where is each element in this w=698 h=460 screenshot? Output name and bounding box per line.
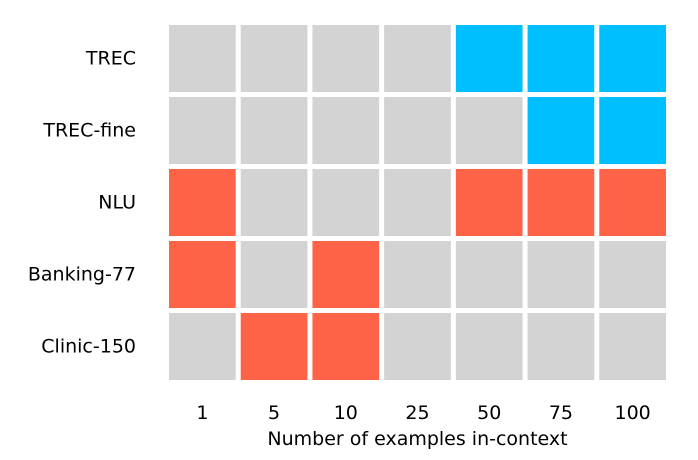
heatmap-cells — [169, 25, 666, 380]
heatmap-cell-nlu-1 — [169, 169, 236, 236]
heatmap-cell-banking-77-50 — [455, 241, 523, 308]
heatmap-cell-banking-77-25 — [384, 241, 451, 308]
column-label-100: 100 — [615, 402, 651, 424]
heatmap-cell-trec-fine-100 — [599, 97, 666, 164]
column-label-1: 1 — [196, 402, 208, 424]
heatmap-cell-nlu-100 — [599, 169, 666, 236]
heatmap-cell-trec-fine-1 — [169, 97, 236, 164]
row-labels: TREC TREC-fine NLU Banking-77 Clinic-150 — [28, 48, 136, 358]
heatmap-cell-nlu-5 — [240, 169, 308, 236]
heatmap-cell-trec-fine-5 — [240, 97, 308, 164]
row-label-trec: TREC — [85, 48, 136, 70]
row-label-banking-77: Banking-77 — [28, 264, 136, 286]
heatmap-cell-banking-77-5 — [240, 241, 308, 308]
heatmap-cell-nlu-25 — [384, 169, 451, 236]
heatmap-cell-trec-fine-50 — [455, 97, 523, 164]
heatmap-cell-trec-10 — [312, 25, 380, 92]
heatmap-cell-trec-25 — [384, 25, 451, 92]
row-label-trec-fine: TREC-fine — [42, 120, 136, 142]
heatmap-cell-banking-77-1 — [169, 241, 236, 308]
column-label-5: 5 — [268, 402, 280, 424]
column-label-50: 50 — [477, 402, 501, 424]
heatmap-cell-banking-77-100 — [599, 241, 666, 308]
heatmap-cell-trec-fine-25 — [384, 97, 451, 164]
heatmap-cell-nlu-50 — [455, 169, 523, 236]
heatmap-cell-clinic-150-100 — [599, 313, 666, 380]
heatmap-cell-nlu-75 — [527, 169, 595, 236]
heatmap-cell-trec-1 — [169, 25, 236, 92]
heatmap-cell-clinic-150-5 — [240, 313, 308, 380]
heatmap-cell-trec-5 — [240, 25, 308, 92]
heatmap-cell-trec-fine-10 — [312, 97, 380, 164]
column-label-25: 25 — [405, 402, 429, 424]
heatmap-cell-banking-77-10 — [312, 241, 380, 308]
column-labels: 1 5 10 25 50 75 100 — [196, 402, 650, 424]
heatmap-cell-clinic-150-50 — [455, 313, 523, 380]
column-label-10: 10 — [334, 402, 358, 424]
heatmap-cell-clinic-150-1 — [169, 313, 236, 380]
heatmap-cell-clinic-150-75 — [527, 313, 595, 380]
row-label-clinic-150: Clinic-150 — [41, 336, 136, 358]
heatmap-cell-trec-75 — [527, 25, 595, 92]
heatmap-cell-nlu-10 — [312, 169, 380, 236]
heatmap-cell-trec-50 — [455, 25, 523, 92]
heatmap-cell-clinic-150-10 — [312, 313, 380, 380]
heatmap-cell-clinic-150-25 — [384, 313, 451, 380]
x-axis-label: Number of examples in-context — [267, 428, 567, 450]
heatmap-cell-trec-fine-75 — [527, 97, 595, 164]
heatmap-cell-banking-77-75 — [527, 241, 595, 308]
row-label-nlu: NLU — [98, 192, 136, 214]
column-label-75: 75 — [549, 402, 573, 424]
heatmap-cell-trec-100 — [599, 25, 666, 92]
